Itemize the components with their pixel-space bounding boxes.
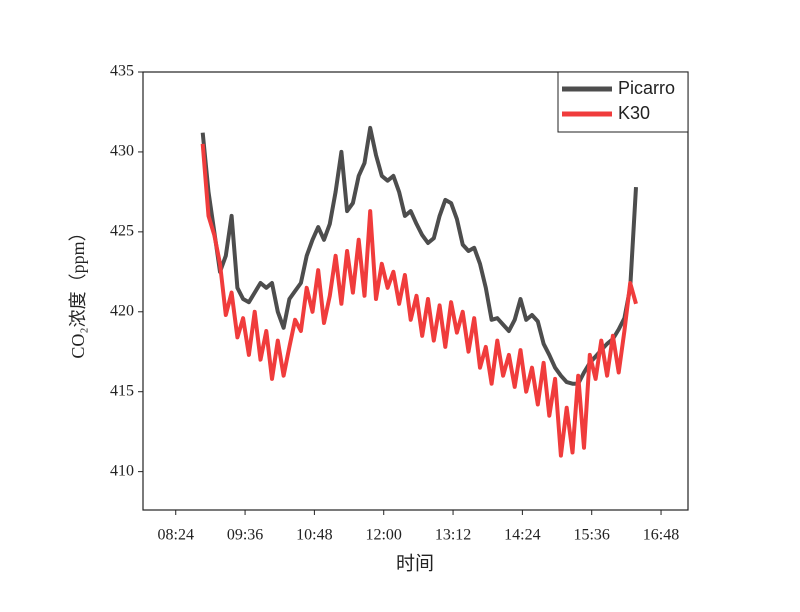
legend-box (557, 71, 689, 133)
x-axis-label: 时间 (396, 552, 434, 574)
x-tick-label: 13:12 (435, 527, 471, 544)
series-line (200, 143, 638, 458)
y-tick-label: 415 (110, 382, 134, 399)
x-tick-label: 16:48 (643, 527, 679, 544)
x-tick-label: 08:24 (158, 527, 194, 544)
y-tick-label: 410 (110, 462, 134, 479)
y-tick-label: 420 (110, 302, 134, 319)
y-tick-label: 425 (110, 223, 134, 240)
x-tick-label: 09:36 (227, 527, 263, 544)
legend-label: K30 (618, 103, 650, 123)
x-tick-label: 14:24 (504, 527, 540, 544)
y-tick-label: 435 (110, 63, 134, 80)
x-tick-label: 10:48 (296, 527, 332, 544)
plot-frame (142, 71, 689, 511)
y-tick-label: 430 (110, 143, 134, 160)
y-axis-label: CO₂浓度（ppm） (68, 223, 88, 358)
x-tick-label: 15:36 (573, 527, 609, 544)
x-tick-label: 12:00 (365, 527, 401, 544)
series-line (200, 125, 638, 386)
legend-label: Picarro (618, 78, 675, 98)
